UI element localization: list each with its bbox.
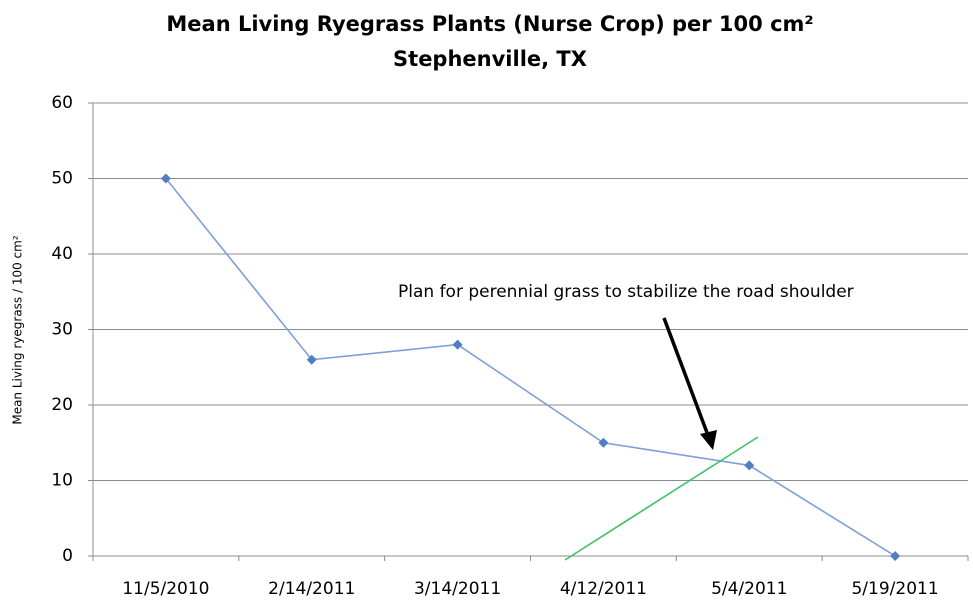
x-tick-label: 3/14/2011 bbox=[414, 579, 501, 599]
point-marker bbox=[598, 437, 609, 448]
arrow-head bbox=[700, 430, 717, 450]
perennial-grass-line bbox=[564, 436, 759, 561]
y-tick-label: 20 bbox=[51, 395, 73, 415]
series-line bbox=[165, 177, 896, 557]
x-tick-label: 5/4/2011 bbox=[711, 579, 787, 599]
point-marker bbox=[160, 173, 171, 184]
chart-title: Mean Living Ryegrass Plants (Nurse Crop)… bbox=[166, 12, 813, 36]
point-marker bbox=[890, 551, 901, 561]
plot-area: 0 10 20 30 40 50 60 11/5/2010 2/14/2011 3/14/2011… bbox=[51, 93, 969, 599]
point-marker bbox=[744, 460, 755, 471]
annotation: Plan for perennial grass to stabilize th… bbox=[398, 282, 854, 302]
annotation-arrow bbox=[662, 317, 711, 439]
x-tick-label: 4/12/2011 bbox=[560, 579, 647, 599]
y-tick-label: 10 bbox=[51, 471, 73, 491]
x-tick-label: 11/5/2010 bbox=[122, 579, 209, 599]
x-tick-label: 5/19/2011 bbox=[851, 579, 938, 599]
y-tick-label: 50 bbox=[51, 169, 73, 189]
y-tick-label: 40 bbox=[51, 244, 73, 264]
y-tick-label: 0 bbox=[62, 546, 73, 566]
x-tick-label: 2/14/2011 bbox=[268, 579, 355, 599]
y-axis-label: Mean Living ryegrass / 100 cm² bbox=[11, 235, 25, 425]
chart-subtitle: Stephenville, TX bbox=[393, 47, 587, 71]
point-marker bbox=[452, 339, 463, 350]
point-marker bbox=[306, 354, 317, 365]
y-tick-label: 60 bbox=[51, 93, 73, 113]
y-tick-label: 30 bbox=[51, 320, 73, 340]
